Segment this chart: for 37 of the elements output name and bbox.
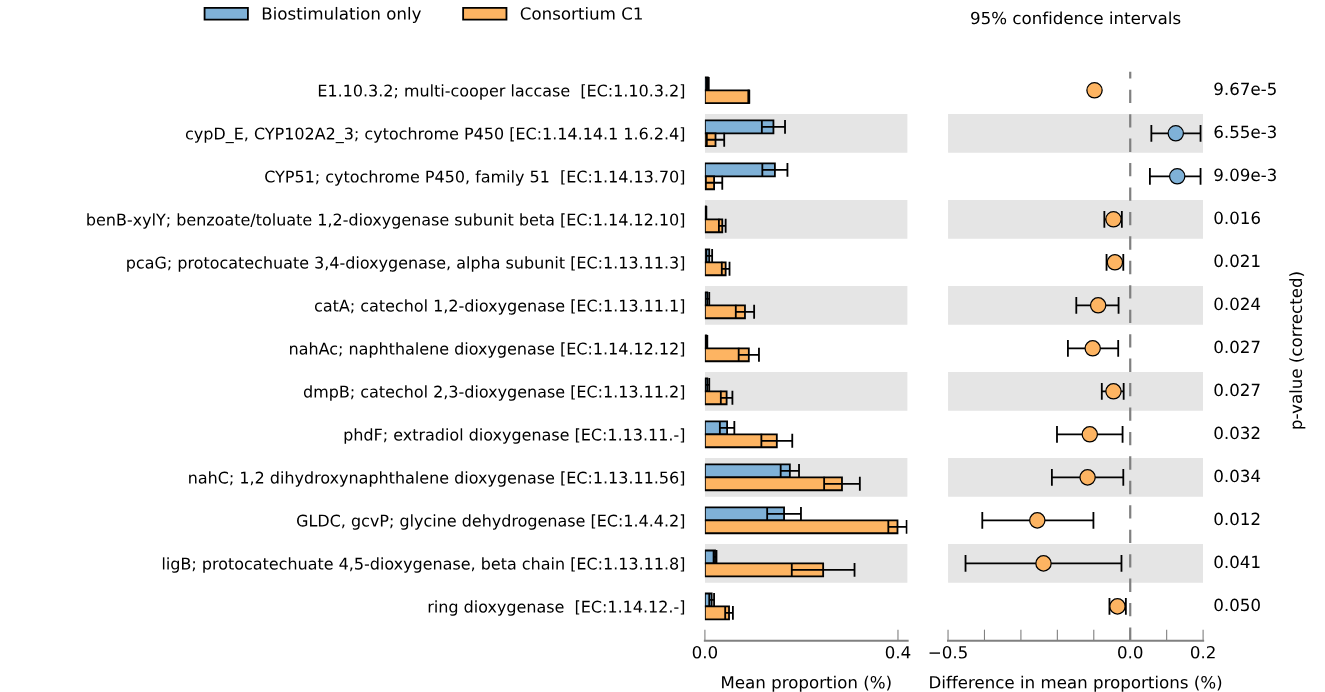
- text: 9.09e-3: [1214, 168, 1276, 182]
- text: 0.032: [1214, 426, 1260, 440]
- y2-axis-title: p-value (corrected): [1289, 272, 1306, 429]
- text: 0.041: [1214, 555, 1260, 569]
- x-tick-label: 0.0: [692, 645, 718, 659]
- x-tick-label: 0.2: [1190, 645, 1215, 659]
- text: 9.67e-5: [1214, 82, 1276, 96]
- x-tick-label: −0.5: [929, 645, 967, 659]
- chart-title: 95% confidence intervals: [971, 11, 1181, 25]
- x-tick-label: 0.4: [885, 645, 911, 659]
- text: 0.012: [1214, 512, 1260, 526]
- text: 0.016: [1214, 211, 1260, 225]
- text: 0.024: [1214, 297, 1261, 311]
- text: 0.021: [1214, 254, 1260, 268]
- text: 0.034: [1214, 469, 1261, 483]
- y-tick-label: catA; catechol 1,2-dioxygenase [EC:1.13.11.1]: [314, 299, 685, 315]
- y-tick-label: benB-xylY; benzoate/toluate 1,2-dioxygenase subunit beta [EC:1.14.12.10]: [87, 213, 685, 229]
- y-tick-label: nahC; 1,2 dihydroxynaphthalene dioxygenase [EC:1.13.11.56]: [189, 471, 685, 487]
- text: 0.027: [1214, 340, 1260, 354]
- y-tick-label: ligB; protocatechuate 4,5-dioxygenase, beta chain [EC:1.13.11.8]: [162, 557, 685, 573]
- text: 0.050: [1214, 598, 1260, 612]
- legend-label: Consortium C1: [520, 6, 642, 20]
- x-axis-title: Mean proportion (%): [722, 675, 891, 692]
- y-tick-label: ring dioxygenase [EC:1.14.12.-]: [428, 600, 685, 616]
- text: 6.55e-3: [1214, 125, 1276, 139]
- x-tick-label: 0.0: [1118, 645, 1143, 659]
- y-tick-label: phdF; extradiol dioxygenase [EC:1.13.11.-]: [344, 428, 685, 444]
- x-axis-title: Difference in mean proportions (%): [930, 675, 1222, 692]
- y-tick-label: nahAc; naphthalene dioxygenase [EC:1.14.12.12]: [290, 342, 685, 358]
- y-tick-label: CYP51; cytochrome P450, family 51 [EC:1.14.13.70]: [265, 170, 685, 186]
- y-tick-label: pcaG; protocatechuate 3,4-dioxygenase, alpha subunit [EC:1.13.11.3]: [127, 256, 685, 272]
- y-tick-label: dmpB; catechol 2,3-dioxygenase [EC:1.13.11.2]: [303, 385, 685, 401]
- y-tick-label: GLDC, gcvP; glycine dehydrogenase [EC:1.4.4.2]: [297, 514, 685, 530]
- text: 0.027: [1214, 383, 1260, 397]
- y-tick-label: cypD_E, CYP102A2_3; cytochrome P450 [EC:1.14.14.1 1.6.2.4]: [185, 127, 685, 144]
- y-tick-label: E1.10.3.2; multi-cooper laccase [EC:1.10.3.2]: [318, 84, 685, 100]
- legend-label: Biostimulation only: [262, 6, 421, 24]
